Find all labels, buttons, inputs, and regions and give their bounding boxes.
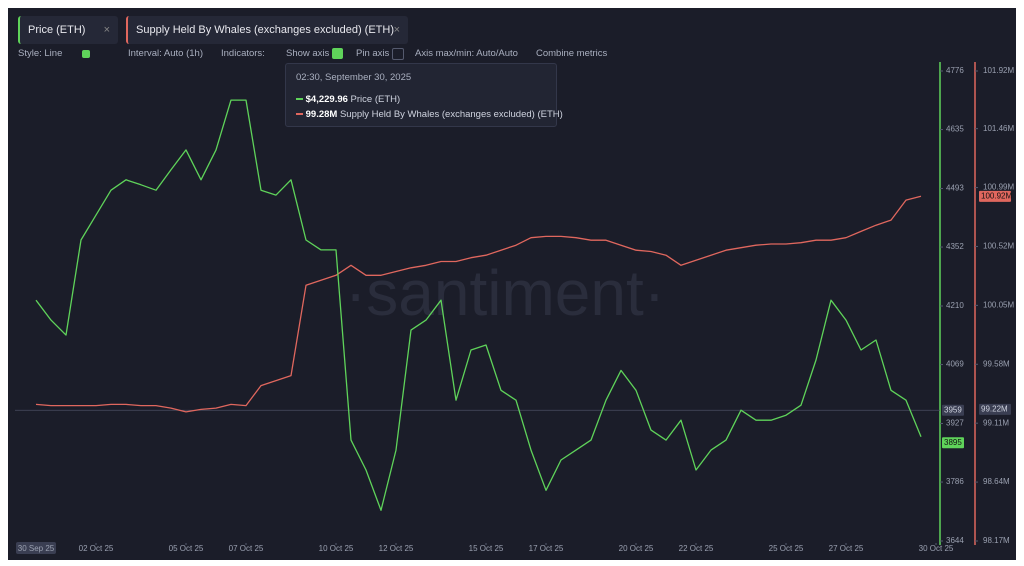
x-tick-label: 25 Oct 25: [769, 544, 804, 553]
pin-axis[interactable]: Pin axis: [356, 48, 390, 59]
series-line: [35, 99, 922, 511]
axis-dropdown[interactable]: Axis max/min: Auto/Auto: [415, 48, 518, 59]
y-tick-label: 4210: [946, 301, 964, 310]
metric-tab[interactable]: Price (ETH) ×: [18, 16, 118, 44]
series-line: [35, 195, 922, 413]
x-tick-label: 17 Oct 25: [529, 544, 564, 553]
y-tick-label: 4352: [946, 242, 964, 251]
show-axis[interactable]: Show axis: [286, 48, 330, 59]
y2-tick-label: 101.46M: [983, 124, 1014, 133]
last-value-badge-label: 3895: [944, 438, 962, 447]
interval-dropdown[interactable]: Interval: Auto (1h): [128, 48, 203, 59]
tooltip-name: Price (ETH): [350, 94, 401, 105]
x-tick-highlight: [16, 542, 56, 554]
crosshair-badge-label: 99.22M: [981, 405, 1008, 414]
x-tick-label: 07 Oct 25: [229, 544, 264, 553]
y2-tick-label: 100.99M: [983, 183, 1014, 192]
last-value-badge: [942, 437, 964, 449]
tooltip-time: 02:30, September 30, 2025: [296, 72, 412, 83]
color-swatch[interactable]: [82, 50, 90, 58]
crosshair-badge: [942, 404, 964, 416]
crosshair-badge: [979, 403, 1011, 415]
x-tick-label: 30 Oct 25: [919, 544, 954, 553]
y-tick-label: 4069: [946, 360, 964, 369]
tooltip-row: 99.28M Supply Held By Whales (exchanges …: [296, 109, 563, 120]
y-tick-label: 4776: [946, 66, 964, 75]
y-tick-label: 3927: [946, 419, 964, 428]
tooltip-name: Supply Held By Whales (exchanges exclude…: [339, 109, 563, 120]
y2-tick-label: 98.64M: [983, 477, 1010, 486]
y2-tick-label: 99.58M: [983, 359, 1010, 368]
x-tick-label: 05 Oct 25: [169, 544, 204, 553]
tab-label: Price (ETH): [28, 24, 86, 36]
x-tick-label: 20 Oct 25: [619, 544, 654, 553]
x-tick-label: 12 Oct 25: [379, 544, 414, 553]
metric-tab[interactable]: Supply Held By Whales (exchanges exclude…: [126, 16, 408, 44]
last-value-badge-label: 100.92M: [981, 191, 1012, 200]
style-dropdown[interactable]: Style: Line: [18, 48, 63, 59]
checkbox[interactable]: [392, 48, 404, 60]
crosshair-badge-label: 3959: [944, 405, 962, 414]
y-tick-label: 4493: [946, 184, 964, 193]
checkbox[interactable]: [332, 48, 343, 59]
watermark: ·santiment·: [345, 257, 665, 329]
tab-label: Supply Held By Whales (exchanges exclude…: [136, 24, 395, 36]
y-tick-label: 4635: [946, 125, 964, 134]
combine-metrics[interactable]: Combine metrics: [536, 48, 608, 59]
tooltip-value: $4,229.96: [305, 94, 348, 105]
y-tick-label: 3644: [946, 536, 964, 545]
y2-tick-label: 99.11M: [983, 418, 1009, 427]
tooltip-value: 99.28M: [305, 109, 338, 120]
x-tick-label: 10 Oct 25: [319, 544, 354, 553]
tooltip-row: $4,229.96 Price (ETH): [296, 94, 400, 105]
y-tick-label: 3786: [946, 477, 964, 486]
indicators-dropdown[interactable]: Indicators:: [221, 48, 265, 59]
y2-tick-label: 101.92M: [983, 66, 1014, 75]
x-tick-label: 22 Oct 25: [679, 544, 714, 553]
tooltip: 02:30, September 30, 2025 $4,229.96 Pric…: [285, 63, 563, 127]
y2-tick-label: 100.05M: [983, 300, 1014, 309]
y2-tick-label: 100.52M: [983, 242, 1014, 251]
last-value-badge: [979, 190, 1011, 202]
x-tick-label: 15 Oct 25: [469, 544, 504, 553]
y2-tick-label: 98.17M: [983, 536, 1010, 545]
x-tick-label: 30 Sep 25: [18, 544, 55, 553]
x-tick-label: 02 Oct 25: [79, 544, 114, 553]
x-tick-label: 27 Oct 25: [829, 544, 864, 553]
